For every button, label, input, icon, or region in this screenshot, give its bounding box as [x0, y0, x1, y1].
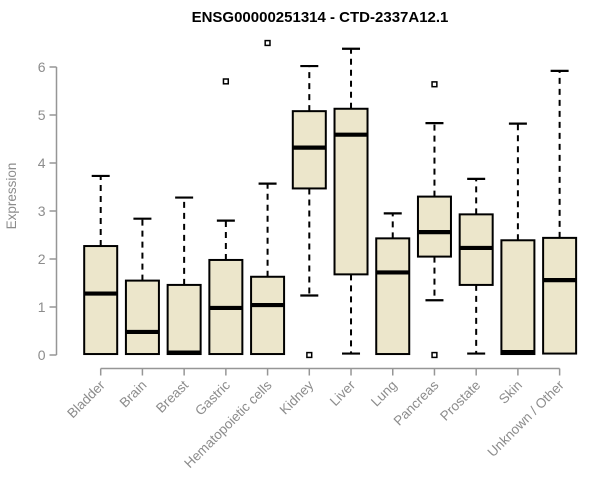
iqr-box	[250, 275, 286, 356]
x-tick-label: Breast	[153, 377, 191, 415]
outlier-point	[306, 351, 313, 359]
iqr-box	[83, 245, 119, 356]
iqr-box	[166, 283, 202, 356]
x-tick-label: Brain	[117, 378, 150, 411]
x-tick-label: Bladder	[64, 377, 108, 421]
outlier-point	[431, 351, 438, 359]
x-tick-label: Unknown / Other	[485, 377, 568, 460]
x-tick-label: Lung	[368, 378, 400, 410]
x-tick-label: Skin	[496, 378, 525, 407]
iqr-box	[375, 237, 411, 356]
y-tick-label: 1	[38, 299, 46, 315]
x-tick-label: Prostate	[437, 378, 483, 424]
x-tick-label: Liver	[327, 377, 359, 409]
iqr-box	[542, 236, 578, 355]
y-tick-label: 2	[38, 251, 46, 267]
y-tick-label: 3	[38, 203, 46, 219]
outlier-point	[264, 39, 271, 47]
iqr-box	[291, 110, 327, 190]
x-tick-label: Pancreas	[391, 377, 442, 428]
x-tick-label: Kidney	[277, 377, 317, 417]
y-axis-title: Expression	[4, 163, 19, 230]
x-tick-label: Gastric	[192, 377, 233, 418]
outlier-point	[431, 81, 438, 88]
iqr-box	[124, 279, 160, 356]
iqr-box	[416, 195, 452, 258]
chart-title: ENSG00000251314 - CTD-2337A12.1	[192, 9, 449, 26]
y-tick-label: 0	[38, 347, 46, 363]
y-tick-label: 4	[38, 155, 46, 171]
y-tick-label: 5	[38, 107, 46, 123]
iqr-box	[500, 239, 536, 356]
y-tick-label: 6	[38, 59, 46, 75]
outlier-point	[222, 78, 230, 85]
